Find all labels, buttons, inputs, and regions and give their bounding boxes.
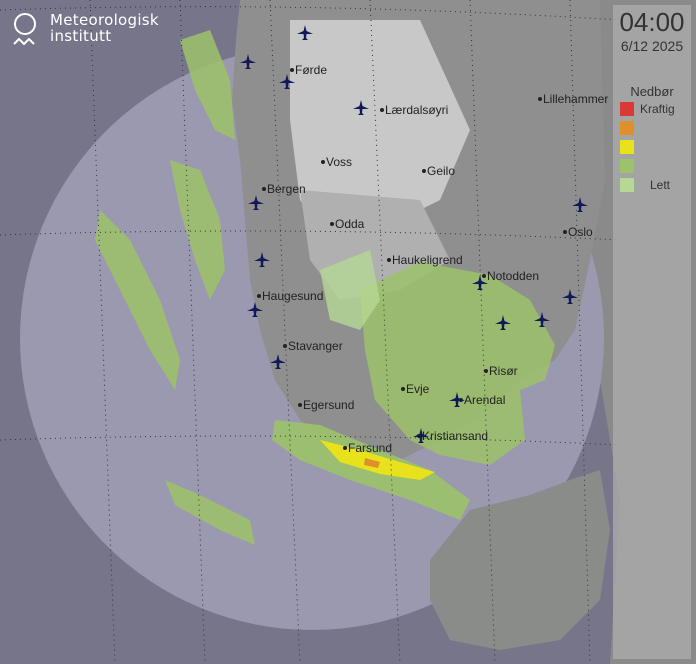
city-dot: [422, 169, 426, 173]
city-label: Egersund: [303, 398, 354, 412]
city-marker: Notodden: [482, 269, 539, 283]
mountains: [290, 20, 470, 240]
city-dot: [387, 258, 391, 262]
airplane-icon: [248, 195, 264, 210]
legend-item: [620, 156, 691, 175]
land-denmark: [430, 470, 610, 650]
city-marker: Stavanger: [283, 339, 343, 353]
airplane-icon: [534, 312, 550, 327]
airplane-icon: [449, 392, 465, 407]
legend-swatch: [620, 177, 634, 192]
legend-swatch: [620, 158, 634, 173]
legend-item: [620, 137, 691, 156]
airplane-icon: [279, 74, 295, 89]
city-label: Bergen: [267, 182, 306, 196]
legend-label: Kraftig: [640, 101, 675, 116]
airplane-icon: [572, 197, 588, 212]
city-marker: Farsund: [343, 441, 392, 455]
precipitation-layer: [95, 30, 555, 545]
city-dot: [538, 97, 542, 101]
airplane-icon: [254, 252, 270, 267]
city-marker: Førde: [290, 63, 327, 77]
city-label: Farsund: [348, 441, 392, 455]
city-dot: [484, 369, 488, 373]
graticule: [0, 0, 621, 664]
city-dot: [401, 387, 405, 391]
city-marker: Bergen: [262, 182, 306, 196]
city-dot: [262, 187, 266, 191]
city-label: Odda: [335, 217, 365, 231]
city-label: Evje: [406, 382, 430, 396]
city-dot: [380, 108, 384, 112]
city-dot: [257, 294, 261, 298]
city-marker: Odda: [330, 217, 365, 231]
city-label: Voss: [326, 155, 352, 169]
city-label: Arendal: [464, 393, 505, 407]
time-label: 04:00: [619, 7, 685, 37]
city-dot: [283, 344, 287, 348]
legend-swatch: [620, 101, 634, 116]
city-label: Risør: [489, 364, 518, 378]
city-marker: Evje: [401, 382, 430, 396]
airplane-icon: [472, 275, 488, 290]
legend-title: Nedbør: [630, 84, 674, 99]
city-marker: Voss: [321, 155, 352, 169]
city-marker: Lærdalsøyri: [380, 103, 448, 117]
city-dot: [290, 68, 294, 72]
city-marker: Risør: [484, 364, 518, 378]
logo-line2: institutt: [50, 27, 112, 45]
city-label: Geilo: [427, 164, 455, 178]
city-label: Stavanger: [288, 339, 343, 353]
city-marker: Egersund: [298, 398, 354, 412]
city-dot: [343, 446, 347, 450]
airplane-icon: [562, 289, 578, 304]
legend-panel: 04:00 6/12 2025 Nedbør Kraftig Lett: [613, 5, 691, 659]
city-label: Kristiansand: [422, 429, 488, 443]
city-label: Lillehammer: [543, 92, 608, 106]
city-dot: [298, 403, 302, 407]
logo-line1: Meteorologisk: [50, 11, 159, 29]
city-dot: [330, 222, 334, 226]
legend-item: Kraftig: [620, 99, 691, 118]
airplane-icon: [270, 354, 286, 369]
airplane-icon: [240, 54, 256, 69]
city-label: Haukeligrend: [392, 253, 463, 267]
city-label: Haugesund: [262, 289, 323, 303]
city-marker: Haukeligrend: [387, 253, 463, 267]
airplane-icon: [247, 302, 263, 317]
legend-swatch: [620, 120, 634, 135]
city-marker: Arendal: [459, 393, 505, 407]
city-label: Notodden: [487, 269, 539, 283]
city-marker: Lillehammer: [538, 92, 608, 106]
city-marker: Geilo: [422, 164, 455, 178]
date-label: 6/12 2025: [620, 38, 684, 54]
legend-swatch: [620, 139, 634, 154]
city-marker: Oslo: [563, 225, 593, 239]
city-marker: Kristiansand: [417, 429, 488, 443]
legend-item: [620, 118, 691, 137]
city-dot: [321, 160, 325, 164]
city-label: Førde: [295, 63, 327, 77]
city-dot: [563, 230, 567, 234]
met-logo[interactable]: Meteorologisk institutt: [12, 12, 159, 48]
city-label: Lærdalsøyri: [385, 103, 448, 117]
legend-label: Lett: [650, 177, 671, 192]
airplane-icon: [495, 315, 511, 330]
city-dot: [482, 274, 486, 278]
city-label: Oslo: [568, 225, 593, 239]
met-logo-icon: [13, 13, 36, 46]
airplane-icon: [297, 25, 313, 40]
legend-item: Lett: [620, 175, 691, 194]
airplane-icon: [353, 100, 369, 115]
city-marker: Haugesund: [257, 289, 323, 303]
airplane-icon: [413, 428, 429, 443]
